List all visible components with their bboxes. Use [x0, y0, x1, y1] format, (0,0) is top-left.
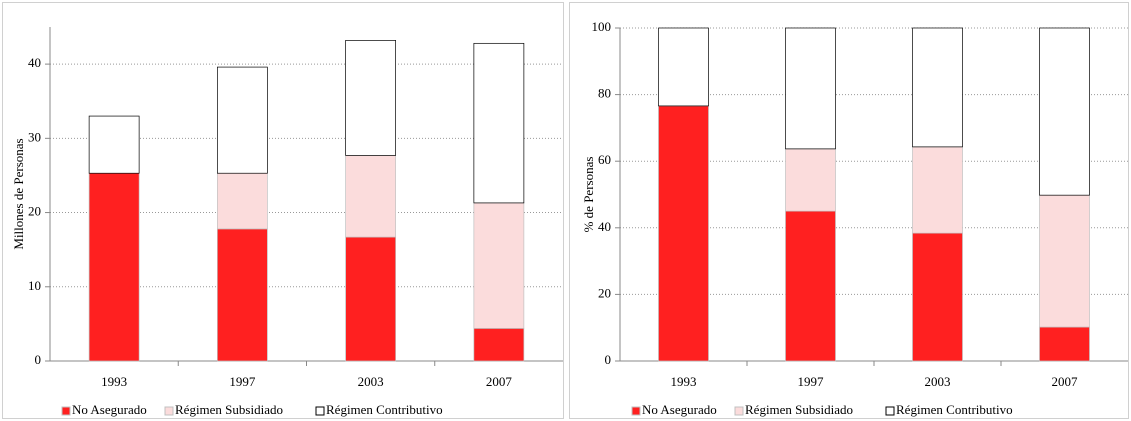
legend-swatch [61, 406, 71, 416]
bar-segment [785, 27, 836, 150]
bar-segment [785, 210, 836, 362]
bar-segment [345, 40, 396, 156]
bar-segment [1039, 326, 1090, 362]
y-tick-label: 10 [28, 278, 41, 293]
bar-segment [217, 66, 268, 174]
bar-segment [658, 27, 709, 107]
legend-label: Régimen Subsidiado [745, 402, 853, 417]
legend-swatch [315, 406, 325, 416]
y-tick-label: 0 [605, 352, 612, 367]
bar-segment [217, 172, 268, 230]
bar-segment [345, 236, 396, 362]
bar-segment [88, 172, 140, 362]
left-panel [2, 2, 564, 419]
y-tick-label: 0 [35, 352, 42, 367]
bar-segment [1039, 194, 1090, 328]
legend-label: Régimen Subsidiado [175, 402, 283, 417]
y-tick-label: 80 [598, 86, 611, 101]
bar-segment [912, 146, 963, 234]
legend-label: No Asegurado [72, 402, 147, 417]
x-tick-label: 1993 [101, 374, 127, 389]
bar-segment [658, 105, 709, 362]
legend-label: No Asegurado [642, 402, 717, 417]
right-panel [569, 2, 1129, 419]
y-tick-label: 60 [598, 152, 611, 167]
legend-swatch [164, 406, 174, 416]
y-tick-label: 20 [598, 285, 611, 300]
bar-segment [1039, 27, 1090, 196]
y-tick-label: 40 [28, 55, 41, 70]
bar-segment [912, 27, 963, 148]
bar-segment [785, 148, 836, 212]
y-axis-label: % de Personas [581, 157, 596, 233]
bar-segment [217, 228, 268, 362]
bar-segment [473, 42, 525, 204]
x-tick-label: 1997 [229, 374, 256, 389]
legend-swatch [631, 406, 641, 416]
x-tick-label: 1997 [798, 374, 825, 389]
legend-label: Régimen Contributivo [896, 402, 1013, 417]
x-tick-label: 2003 [358, 374, 384, 389]
bar-segment [88, 115, 140, 174]
y-tick-label: 30 [28, 129, 41, 144]
y-tick-label: 20 [28, 204, 41, 219]
y-tick-label: 100 [592, 19, 612, 34]
legend-swatch [734, 406, 744, 416]
x-tick-label: 1993 [671, 374, 697, 389]
x-tick-label: 2007 [486, 374, 513, 389]
x-tick-label: 2003 [925, 374, 951, 389]
y-tick-label: 40 [598, 219, 611, 234]
x-tick-label: 2007 [1052, 374, 1079, 389]
bar-segment [912, 232, 963, 362]
legend-label: Régimen Contributivo [326, 402, 443, 417]
bar-segment [473, 327, 525, 362]
legend-swatch [885, 406, 895, 416]
bar-segment [345, 155, 396, 238]
bar-segment [473, 202, 525, 329]
y-axis-label: Millones de Personas [11, 138, 26, 249]
